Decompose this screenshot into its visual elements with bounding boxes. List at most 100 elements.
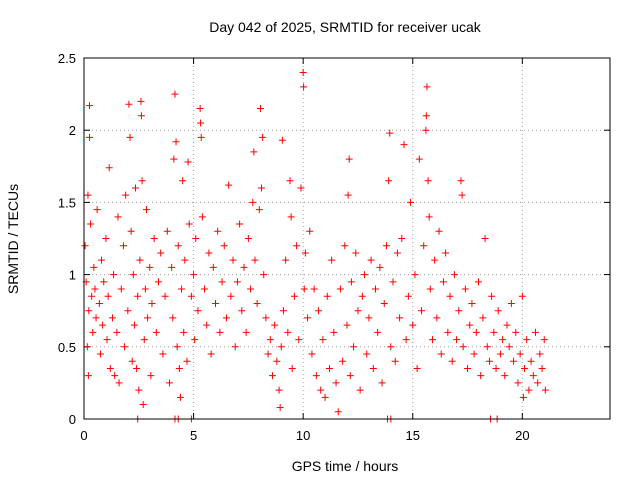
data-point — [175, 364, 183, 372]
data-point — [100, 278, 108, 286]
data-point — [169, 314, 177, 322]
data-point — [453, 336, 461, 344]
data-point — [529, 372, 537, 380]
data-point — [136, 256, 144, 264]
data-point — [472, 328, 480, 336]
data-point — [519, 393, 527, 401]
y-tick-label: 1.5 — [58, 195, 76, 210]
data-point — [181, 256, 189, 264]
data-point — [512, 328, 520, 336]
data-point — [321, 393, 329, 401]
data-point — [275, 386, 283, 394]
data-points — [81, 68, 549, 423]
data-point — [140, 336, 148, 344]
data-point — [197, 133, 205, 141]
data-point — [266, 336, 274, 344]
data-point — [178, 285, 186, 293]
data-point — [244, 235, 252, 242]
data-point — [358, 292, 366, 300]
data-point — [330, 328, 338, 336]
data-point — [207, 350, 215, 358]
data-point — [87, 220, 95, 228]
data-point — [146, 263, 154, 271]
data-point — [161, 292, 169, 300]
data-point — [262, 314, 270, 322]
data-point — [184, 158, 192, 166]
data-point — [148, 299, 156, 307]
data-point — [386, 129, 394, 137]
data-point — [541, 386, 549, 394]
data-point — [317, 386, 325, 394]
data-point — [380, 299, 388, 307]
data-point — [133, 364, 141, 372]
data-point — [85, 133, 93, 141]
data-point — [152, 328, 160, 336]
data-point — [85, 307, 93, 315]
data-point — [525, 386, 533, 394]
data-point — [428, 336, 436, 344]
data-point — [343, 321, 351, 329]
data-point — [203, 321, 211, 329]
data-point — [229, 256, 237, 264]
data-point — [105, 164, 113, 172]
data-point — [150, 235, 158, 242]
data-point — [301, 249, 309, 257]
data-point — [341, 242, 349, 250]
y-tick-label: 0 — [69, 412, 76, 427]
data-point — [523, 336, 531, 344]
data-point — [142, 206, 150, 214]
data-point — [91, 285, 99, 293]
data-point — [288, 364, 296, 372]
grid-lines — [84, 58, 610, 419]
data-point — [92, 314, 100, 322]
data-point — [159, 350, 167, 358]
data-point — [365, 314, 373, 322]
data-point — [98, 256, 106, 264]
data-point — [344, 191, 352, 199]
data-point — [538, 364, 546, 372]
data-point — [222, 314, 230, 322]
data-point — [444, 328, 452, 336]
data-point — [450, 271, 458, 279]
x-tick-label: 15 — [406, 428, 420, 443]
data-point — [398, 235, 406, 242]
data-point — [174, 242, 182, 250]
data-point — [293, 242, 301, 250]
data-point — [448, 357, 456, 365]
data-point — [387, 343, 395, 351]
data-point — [172, 138, 180, 146]
data-point — [435, 227, 443, 235]
data-point — [312, 372, 320, 380]
data-point — [138, 177, 146, 185]
data-point — [310, 285, 318, 293]
data-point — [464, 364, 472, 372]
data-point — [499, 336, 507, 344]
data-point — [328, 256, 336, 264]
data-point — [233, 278, 241, 286]
data-point — [426, 285, 434, 293]
data-point — [300, 285, 308, 293]
y-tick-label: 0.5 — [58, 340, 76, 355]
data-point — [304, 314, 312, 322]
data-point — [225, 181, 233, 189]
data-point — [115, 379, 123, 387]
data-point — [168, 263, 176, 271]
data-point — [439, 278, 447, 286]
data-point — [137, 97, 145, 105]
data-point — [165, 379, 173, 387]
data-point — [507, 299, 515, 307]
data-point — [279, 307, 287, 315]
data-point — [422, 112, 430, 120]
data-point — [521, 364, 529, 372]
data-point — [170, 155, 178, 163]
data-point — [126, 133, 134, 141]
data-point — [485, 357, 493, 365]
data-point — [385, 177, 393, 185]
data-point — [276, 403, 284, 411]
data-point — [407, 198, 415, 206]
data-point — [129, 271, 137, 279]
data-point — [481, 235, 489, 242]
data-point — [422, 126, 430, 134]
data-point — [197, 119, 205, 127]
data-point — [242, 328, 250, 336]
